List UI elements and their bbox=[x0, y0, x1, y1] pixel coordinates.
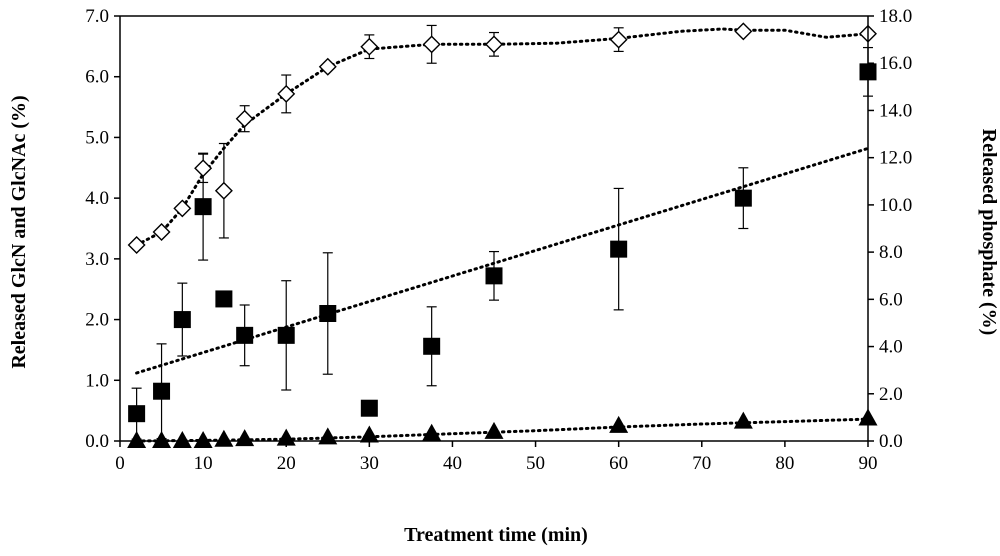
glcnac-point bbox=[318, 427, 338, 445]
glcnac-point bbox=[152, 431, 172, 448]
y-left-tick-label: 2.0 bbox=[85, 310, 109, 331]
phosphate-point bbox=[235, 109, 254, 128]
glcn-point bbox=[194, 198, 212, 216]
glcn-point bbox=[277, 326, 295, 344]
phosphate-point bbox=[277, 84, 296, 103]
glcn-point bbox=[215, 290, 233, 308]
y-right-tick-label: 0.0 bbox=[879, 431, 903, 452]
phosphate-point bbox=[173, 199, 192, 218]
glcnac-point bbox=[484, 421, 504, 439]
glcn-point bbox=[423, 337, 441, 355]
glcnac-point bbox=[172, 431, 192, 448]
phosphate-point bbox=[127, 236, 146, 255]
glcn-point bbox=[236, 326, 254, 344]
x-tick-label: 80 bbox=[775, 453, 794, 474]
x-tick-label: 0 bbox=[115, 453, 125, 474]
y-right-tick-label: 18.0 bbox=[879, 6, 912, 27]
phosphate-point bbox=[360, 37, 379, 56]
phosphate-point bbox=[734, 22, 753, 41]
glcn-point bbox=[360, 399, 378, 417]
x-axis-title: Treatment time (min) bbox=[404, 524, 588, 546]
x-tick-label: 60 bbox=[609, 453, 628, 474]
x-tick-label: 30 bbox=[360, 453, 379, 474]
y-right-tick-label: 8.0 bbox=[879, 242, 903, 263]
y-right-tick-label: 10.0 bbox=[879, 195, 912, 216]
y-right-tick-label: 12.0 bbox=[879, 148, 912, 169]
y-right-tick-label: 14.0 bbox=[879, 100, 912, 121]
glcnac-point bbox=[359, 425, 379, 443]
glcn-point bbox=[485, 267, 503, 285]
trendline bbox=[135, 27, 870, 247]
phosphate-point bbox=[422, 35, 441, 54]
phosphate-point bbox=[609, 30, 628, 49]
x-tick-label: 10 bbox=[194, 453, 213, 474]
glcn-point bbox=[153, 382, 171, 400]
y-right-tick-label: 4.0 bbox=[879, 337, 903, 358]
glcn-point bbox=[128, 405, 146, 423]
y-left-tick-label: 4.0 bbox=[85, 188, 109, 209]
phosphate-point bbox=[485, 35, 503, 54]
y-right-tick-label: 2.0 bbox=[879, 384, 903, 405]
phosphate-point bbox=[318, 57, 337, 76]
phosphate-point bbox=[194, 159, 213, 178]
glcnac-point bbox=[214, 429, 234, 447]
phosphate-point bbox=[214, 181, 233, 200]
y-left-tick-label: 1.0 bbox=[85, 370, 109, 391]
glcnac-point bbox=[235, 429, 255, 447]
y-left-tick-label: 3.0 bbox=[85, 249, 109, 270]
glcn-point bbox=[319, 305, 337, 322]
y-left-tick-label: 0.0 bbox=[85, 431, 109, 452]
glcnac-point bbox=[193, 431, 213, 448]
x-tick-label: 20 bbox=[277, 453, 296, 474]
y-left-tick-label: 7.0 bbox=[85, 6, 109, 27]
y-right-axis-title: Released phosphate (%) bbox=[978, 129, 1000, 336]
glcn-point bbox=[173, 311, 191, 329]
trendline bbox=[135, 146, 870, 375]
y-left-tick-label: 5.0 bbox=[85, 127, 109, 148]
glcnac-point bbox=[609, 415, 629, 433]
x-tick-label: 90 bbox=[859, 453, 878, 474]
y-right-tick-label: 16.0 bbox=[879, 53, 912, 74]
phosphate-point bbox=[152, 223, 171, 242]
y-left-tick-label: 6.0 bbox=[85, 67, 109, 88]
y-left-axis-title: Released GlcN and GlcNAc (%) bbox=[8, 95, 30, 368]
glcn-point bbox=[734, 189, 752, 207]
glcnac-point bbox=[127, 431, 147, 448]
glcnac-point bbox=[733, 411, 753, 429]
x-tick-label: 50 bbox=[526, 453, 545, 474]
y-right-tick-label: 6.0 bbox=[879, 289, 903, 310]
glcn-point bbox=[610, 240, 628, 258]
glcnac-point bbox=[422, 423, 442, 441]
x-tick-label: 70 bbox=[692, 453, 711, 474]
x-tick-label: 40 bbox=[443, 453, 462, 474]
